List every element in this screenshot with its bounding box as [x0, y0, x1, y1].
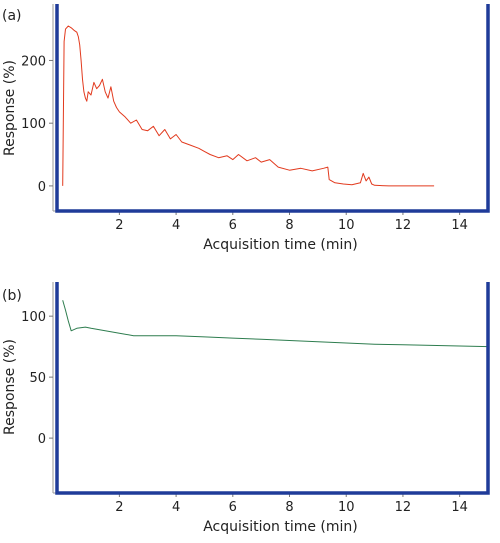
- x-tick-label: 10: [338, 218, 355, 233]
- y-tick-label: 0: [38, 180, 46, 195]
- x-tick-label: 14: [451, 500, 468, 515]
- x-tick-label: 6: [229, 218, 237, 233]
- y-axis-title: Response (%): [2, 339, 18, 435]
- y-axis-title: Response (%): [2, 60, 18, 156]
- y-tick-label: 200: [21, 54, 46, 69]
- x-tick-label: 6: [229, 500, 237, 515]
- series-line: [62, 300, 489, 348]
- panel-b: 0 50 100 2 4 6 8 10 12 14 Acquisition time (min) Re…: [2, 282, 490, 535]
- y-tick-label: 50: [29, 371, 46, 386]
- x-tick-label: 14: [451, 218, 468, 233]
- x-tick-label: 10: [338, 500, 355, 515]
- x-tick-label: 8: [285, 218, 293, 233]
- y-tick-label: 100: [21, 310, 46, 325]
- panel-label: (a): [2, 8, 22, 24]
- x-tick-label: 4: [172, 500, 180, 515]
- x-tick-label: 12: [395, 500, 412, 515]
- panel-a: 0 100 200 2 4 6 8 10 12 14 Acquisition time (min) R…: [2, 4, 490, 253]
- x-tick-label: 2: [115, 500, 123, 515]
- series-line: [62, 25, 435, 187]
- panel-label: (b): [2, 288, 22, 304]
- x-axis-title: Acquisition time (min): [203, 519, 358, 535]
- x-tick-label: 8: [285, 500, 293, 515]
- y-tick-label: 0: [38, 432, 46, 447]
- y-tick-label: 100: [21, 117, 46, 132]
- x-tick-label: 12: [395, 218, 412, 233]
- x-tick-label: 4: [172, 218, 180, 233]
- plot-frame: [55, 4, 490, 213]
- x-tick-label: 2: [115, 218, 123, 233]
- x-axis-title: Acquisition time (min): [203, 237, 358, 253]
- plot-frame: [55, 282, 490, 495]
